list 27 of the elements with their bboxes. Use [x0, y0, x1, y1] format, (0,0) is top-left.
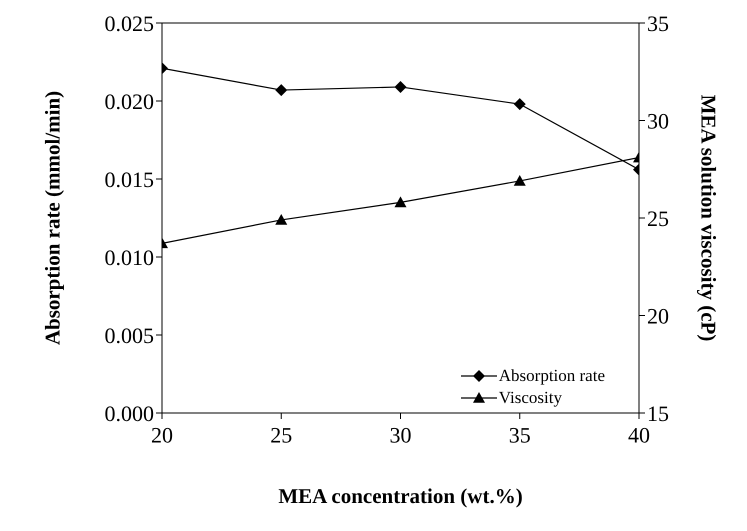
y2-tick-label: 15 — [647, 400, 669, 426]
point — [514, 174, 526, 186]
y2-tick-label: 25 — [647, 206, 669, 231]
point — [275, 214, 288, 225]
y2-tick-label: 20 — [647, 303, 669, 328]
x-tick-label: 40 — [628, 422, 650, 448]
x-tick-label: 25 — [270, 422, 292, 448]
y2-axis-title: MEA solution viscosity (cP) — [696, 94, 721, 342]
point — [514, 98, 526, 110]
legend-label: Absorption rate — [498, 365, 605, 387]
y-tick-label: 0.015 — [104, 166, 154, 192]
legend-label: Viscosity — [498, 387, 562, 409]
y-axis-title: Absorption rate (mmol/min) — [40, 90, 64, 346]
point — [275, 84, 288, 96]
y-tick-label: 0.000 — [104, 400, 154, 426]
y-tick-label: 0.010 — [104, 244, 154, 270]
point — [394, 196, 406, 208]
y-tick-label: 0.005 — [104, 322, 154, 348]
x-tick-label: 35 — [508, 422, 531, 448]
x-tick-label: 20 — [151, 422, 173, 448]
y2-tick-label: 35 — [647, 10, 669, 36]
x-tick-label: 30 — [390, 422, 412, 448]
y-tick-label: 0.025 — [104, 10, 154, 36]
y2-tick-label: 30 — [647, 108, 669, 134]
y-tick-label: 0.020 — [104, 88, 154, 114]
x-axis-title: MEA concentration (wt.%) — [278, 484, 523, 508]
point — [394, 80, 406, 93]
